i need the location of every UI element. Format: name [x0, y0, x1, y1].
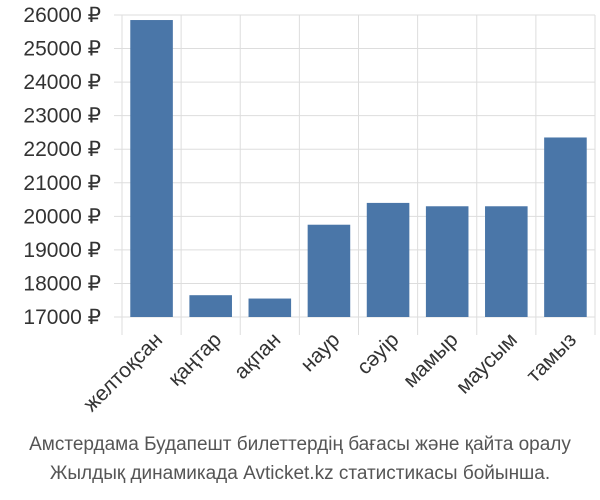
chart-caption-line-1: Амстердама Будапешт билеттердің бағасы ж…: [29, 434, 571, 455]
bar-7: [544, 137, 587, 317]
bar-4: [366, 202, 410, 317]
y-tick-label: 26000 ₽: [23, 4, 101, 27]
bars: [130, 20, 587, 318]
bar-1: [189, 295, 232, 317]
bar-5: [425, 206, 469, 317]
bar-2: [248, 298, 292, 317]
x-tick-label: наур: [296, 328, 344, 376]
bar-3: [307, 224, 351, 317]
y-tick-label: 20000 ₽: [23, 205, 101, 228]
x-tick-label: желтоқсан: [79, 328, 167, 416]
x-tick-label: қаңтар: [164, 328, 226, 390]
y-tick-label: 23000 ₽: [23, 105, 101, 128]
y-tick-label: 17000 ₽: [23, 306, 101, 329]
x-tick-label: тамыз: [522, 328, 581, 387]
y-tick-label: 21000 ₽: [23, 172, 101, 195]
y-tick-label: 24000 ₽: [23, 71, 101, 94]
y-axis-tick-labels: 17000 ₽ 18000 ₽ 19000 ₽ 20000 ₽ 21000 ₽ 22000…: [23, 4, 101, 329]
y-tick-label: 22000 ₽: [23, 138, 101, 161]
y-tick-label: 25000 ₽: [23, 38, 101, 61]
y-tick-label: 18000 ₽: [23, 272, 101, 295]
bar-0: [130, 20, 173, 318]
y-tick-label: 19000 ₽: [23, 239, 101, 262]
x-tick-label: маусым: [452, 328, 522, 398]
x-tick-label: ақпан: [230, 328, 286, 384]
bar-6: [485, 206, 528, 317]
chart-caption-line-2: Жылдық динамикада Avticket.kz статистика…: [49, 463, 551, 484]
x-tick-label: сәуір: [353, 328, 404, 379]
grid-lines: [114, 14, 596, 335]
